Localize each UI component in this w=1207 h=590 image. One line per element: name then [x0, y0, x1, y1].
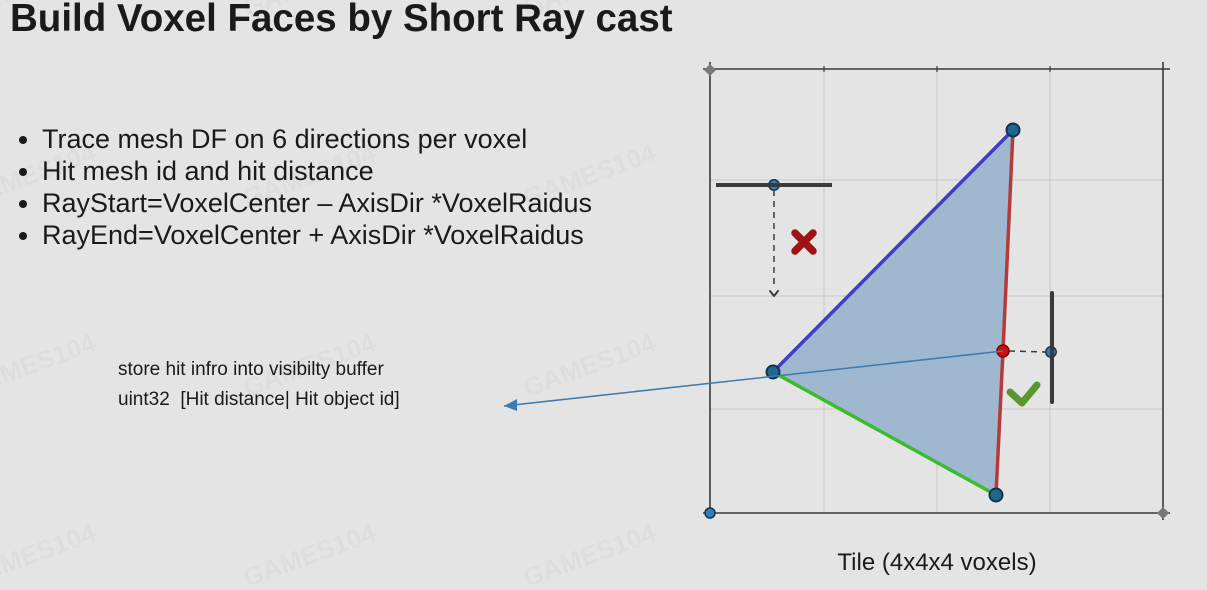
svg-text:Tile (4x4x4 voxels): Tile (4x4x4 voxels)	[837, 549, 1036, 576]
